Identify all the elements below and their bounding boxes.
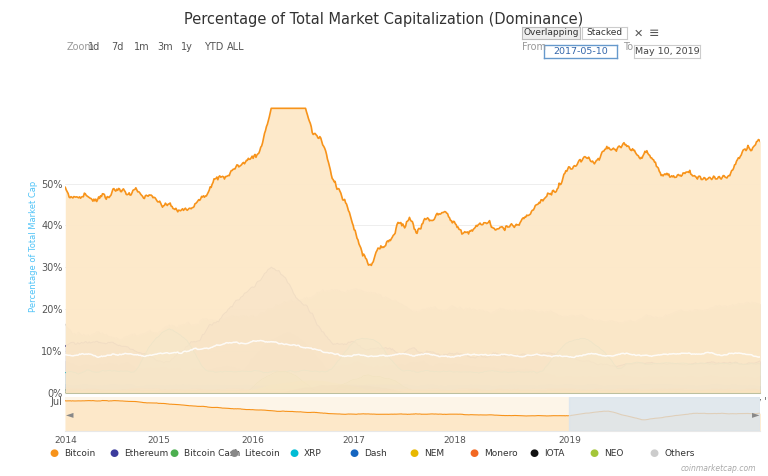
Text: ●: ● — [290, 448, 299, 458]
Text: ●: ● — [109, 448, 118, 458]
Text: Overlapping: Overlapping — [523, 29, 579, 37]
Text: ●: ● — [170, 448, 178, 458]
Bar — [569, 397, 760, 431]
Text: XRP: XRP — [304, 449, 322, 457]
Text: ●: ● — [49, 448, 58, 458]
Text: 1d: 1d — [88, 42, 101, 52]
Text: ALL: ALL — [227, 42, 244, 52]
Y-axis label: Percentage of Total Market Cap: Percentage of Total Market Cap — [29, 181, 38, 312]
Text: 1y: 1y — [180, 42, 192, 52]
Text: ✕: ✕ — [634, 28, 643, 39]
Text: From: From — [522, 42, 546, 52]
Text: Monero: Monero — [484, 449, 518, 457]
Text: May 10, 2019: May 10, 2019 — [634, 47, 700, 56]
Text: ●: ● — [590, 448, 598, 458]
Text: 1m: 1m — [134, 42, 150, 52]
Text: Bitcoin: Bitcoin — [64, 449, 95, 457]
Text: 7d: 7d — [111, 42, 124, 52]
Text: ●: ● — [530, 448, 538, 458]
Text: ●: ● — [230, 448, 238, 458]
Text: Stacked: Stacked — [586, 29, 623, 37]
Text: 2017-05-10: 2017-05-10 — [553, 47, 608, 56]
Text: ●: ● — [650, 448, 659, 458]
Text: Dash: Dash — [364, 449, 387, 457]
Text: NEM: NEM — [424, 449, 444, 457]
Text: Zoom: Zoom — [67, 42, 94, 52]
Text: NEO: NEO — [604, 449, 624, 457]
Text: Percentage of Total Market Capitalization (Dominance): Percentage of Total Market Capitalizatio… — [184, 12, 584, 27]
Text: Bitcoin Cash: Bitcoin Cash — [184, 449, 240, 457]
Text: ◄: ◄ — [66, 409, 74, 419]
Text: Others: Others — [664, 449, 694, 457]
Text: Ethereum: Ethereum — [124, 449, 168, 457]
Text: ≡: ≡ — [649, 27, 660, 40]
Text: ●: ● — [469, 448, 478, 458]
Text: IOTA: IOTA — [544, 449, 564, 457]
Text: ►: ► — [752, 409, 760, 419]
Text: coinmarketcap.com: coinmarketcap.com — [681, 464, 756, 473]
Text: 3m: 3m — [157, 42, 173, 52]
Text: YTD: YTD — [204, 42, 223, 52]
Text: ●: ● — [409, 448, 419, 458]
Text: To: To — [623, 42, 633, 52]
Text: ●: ● — [349, 448, 359, 458]
Text: Litecoin: Litecoin — [244, 449, 280, 457]
